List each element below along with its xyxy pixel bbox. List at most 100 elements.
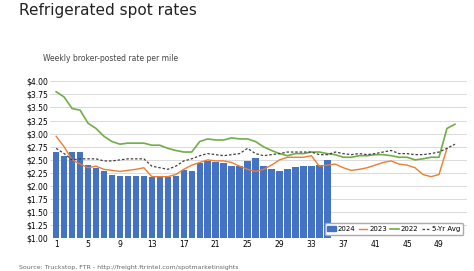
Bar: [53, 152, 59, 238]
Bar: [141, 176, 147, 238]
Text: Refrigerated spot rates: Refrigerated spot rates: [19, 3, 197, 18]
5-Yr Avg: [348, 153, 354, 156]
Bar: [237, 166, 243, 238]
Bar: [61, 156, 67, 238]
2023: [365, 166, 370, 169]
Bar: [316, 165, 322, 238]
2023: [53, 135, 59, 138]
Bar: [189, 172, 195, 238]
2023: [93, 164, 99, 168]
2023: [173, 173, 179, 176]
Bar: [69, 152, 75, 238]
2023: [197, 161, 202, 164]
Bar: [164, 177, 171, 238]
2023: [221, 159, 227, 163]
2023: [284, 156, 290, 159]
Bar: [77, 152, 83, 238]
2023: [165, 175, 171, 178]
2023: [269, 163, 274, 167]
Bar: [245, 161, 251, 238]
2023: [373, 163, 378, 167]
Legend: 2024, 2023, 2022, 5-Yr Avg: 2024, 2023, 2022, 5-Yr Avg: [325, 224, 464, 235]
2023: [277, 158, 283, 162]
5-Yr Avg: [189, 157, 195, 160]
2023: [332, 162, 338, 166]
2023: [125, 169, 131, 172]
2023: [309, 154, 314, 157]
Bar: [149, 177, 155, 238]
2022: [53, 90, 59, 93]
Bar: [109, 175, 115, 238]
Bar: [308, 166, 315, 238]
Bar: [276, 172, 283, 238]
Line: 5-Yr Avg: 5-Yr Avg: [56, 144, 455, 169]
5-Yr Avg: [53, 147, 59, 150]
Text: Source: Truckstop, FTR - http://freight.ftrintel.com/spotmarketinsights: Source: Truckstop, FTR - http://freight.…: [19, 265, 238, 270]
2023: [213, 159, 219, 163]
Bar: [268, 169, 274, 238]
2023: [157, 175, 163, 178]
2023: [428, 175, 434, 178]
Bar: [292, 167, 299, 238]
2023: [292, 156, 298, 159]
2023: [317, 164, 322, 168]
2022: [412, 158, 418, 162]
Bar: [125, 176, 131, 238]
Bar: [324, 160, 330, 238]
2023: [340, 166, 346, 169]
2023: [301, 156, 306, 159]
5-Yr Avg: [181, 159, 187, 163]
Bar: [284, 169, 291, 238]
5-Yr Avg: [452, 143, 458, 146]
Bar: [133, 176, 139, 238]
2023: [237, 164, 242, 168]
Bar: [197, 163, 203, 238]
2023: [205, 158, 210, 162]
2023: [420, 173, 426, 176]
Line: 2023: 2023: [56, 136, 447, 177]
2023: [356, 168, 362, 171]
2023: [133, 168, 139, 171]
Bar: [228, 166, 235, 238]
2023: [436, 173, 442, 176]
2023: [61, 145, 67, 149]
Bar: [181, 170, 187, 238]
2023: [149, 175, 155, 178]
2023: [101, 168, 107, 171]
Bar: [93, 168, 99, 238]
Bar: [252, 158, 259, 238]
2022: [452, 123, 458, 126]
2022: [141, 141, 147, 145]
5-Yr Avg: [325, 153, 330, 156]
2023: [396, 162, 402, 166]
Bar: [300, 166, 307, 238]
2022: [444, 127, 450, 130]
2023: [77, 162, 83, 166]
2023: [181, 168, 187, 171]
Bar: [85, 165, 91, 238]
2023: [189, 163, 195, 167]
2023: [245, 168, 250, 171]
2023: [444, 147, 450, 150]
Bar: [220, 163, 227, 238]
2022: [181, 150, 187, 154]
5-Yr Avg: [165, 168, 171, 171]
Bar: [173, 176, 179, 238]
Bar: [101, 172, 107, 238]
2023: [261, 168, 266, 171]
2023: [229, 161, 235, 164]
2023: [85, 166, 91, 169]
5-Yr Avg: [141, 157, 147, 160]
Bar: [156, 177, 163, 238]
2023: [404, 163, 410, 167]
2022: [340, 156, 346, 159]
Line: 2022: 2022: [56, 92, 455, 160]
5-Yr Avg: [444, 147, 450, 150]
2023: [388, 159, 394, 163]
2023: [412, 166, 418, 169]
2023: [325, 163, 330, 167]
2023: [117, 170, 123, 173]
2023: [109, 169, 115, 172]
Bar: [204, 161, 211, 238]
2023: [69, 158, 75, 162]
